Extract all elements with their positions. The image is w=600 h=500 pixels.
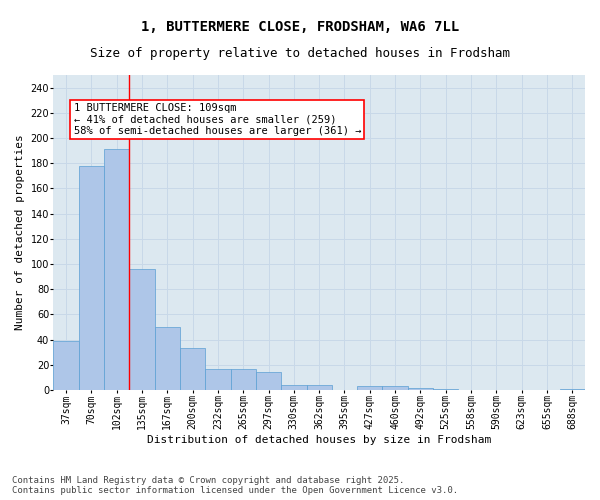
Text: 1, BUTTERMERE CLOSE, FRODSHAM, WA6 7LL: 1, BUTTERMERE CLOSE, FRODSHAM, WA6 7LL	[141, 20, 459, 34]
Bar	[560, 389, 585, 390]
Bar	[104, 150, 129, 390]
Bar	[129, 269, 155, 390]
Bar	[408, 388, 433, 390]
X-axis label: Distribution of detached houses by size in Frodsham: Distribution of detached houses by size …	[147, 435, 491, 445]
Bar	[256, 372, 281, 390]
Text: Size of property relative to detached houses in Frodsham: Size of property relative to detached ho…	[90, 48, 510, 60]
Bar	[79, 166, 104, 390]
Text: 1 BUTTERMERE CLOSE: 109sqm
← 41% of detached houses are smaller (259)
58% of sem: 1 BUTTERMERE CLOSE: 109sqm ← 41% of deta…	[74, 102, 361, 136]
Bar	[281, 385, 307, 390]
Bar	[230, 368, 256, 390]
Bar	[180, 348, 205, 390]
Bar	[357, 386, 382, 390]
Bar	[155, 327, 180, 390]
Text: Contains HM Land Registry data © Crown copyright and database right 2025.
Contai: Contains HM Land Registry data © Crown c…	[12, 476, 458, 495]
Bar	[382, 386, 408, 390]
Bar	[307, 385, 332, 390]
Bar	[205, 368, 230, 390]
Bar	[433, 389, 458, 390]
Bar	[53, 341, 79, 390]
Y-axis label: Number of detached properties: Number of detached properties	[15, 134, 25, 330]
